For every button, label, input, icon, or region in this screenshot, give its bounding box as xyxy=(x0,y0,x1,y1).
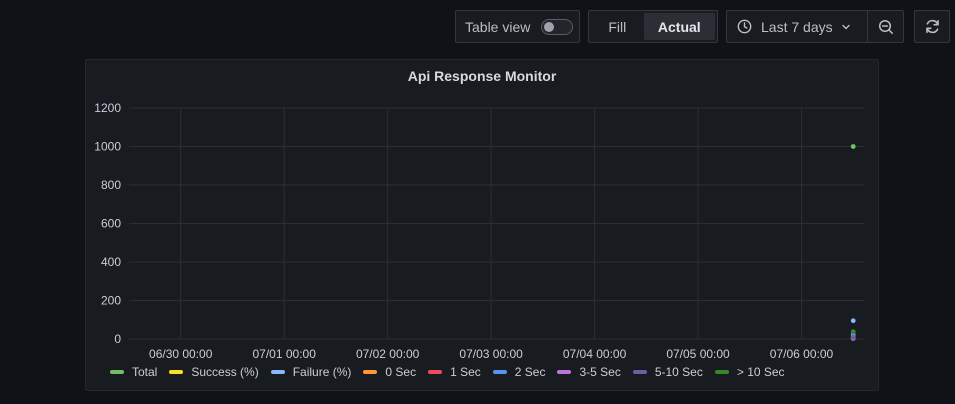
legend-item[interactable]: 5-10 Sec xyxy=(632,365,703,379)
data-point xyxy=(850,335,856,340)
refresh-icon xyxy=(924,18,941,35)
legend-label: Total xyxy=(132,365,158,379)
legend-swatch xyxy=(557,370,572,374)
legend-swatch xyxy=(714,370,729,374)
legend-item[interactable]: > 10 Sec xyxy=(714,365,785,379)
legend-swatch xyxy=(270,370,285,374)
y-tick-label: 1200 xyxy=(94,101,121,115)
legend-label: 3-5 Sec xyxy=(579,365,621,379)
clock-icon xyxy=(737,19,752,34)
legend-item[interactable]: 3-5 Sec xyxy=(557,365,621,379)
timeseries-chart[interactable]: 0 200 400 600 800 1000 1200 06/30 00:00 07/01 00… xyxy=(86,60,878,360)
x-tick-label: 07/02 00:00 xyxy=(356,347,420,360)
time-range-label: Last 7 days xyxy=(761,18,833,35)
y-tick-label: 1000 xyxy=(94,140,121,154)
time-range-picker[interactable]: Last 7 days xyxy=(726,10,868,43)
chart-legend: Total Success (%) Failure (%) 0 Sec 1 Sec 2 S… xyxy=(110,365,797,379)
zoom-out-icon xyxy=(878,19,894,35)
x-tick-label: 06/30 00:00 xyxy=(149,347,213,360)
legend-swatch xyxy=(110,370,124,374)
legend-item[interactable]: 2 Sec xyxy=(492,365,546,379)
legend-item[interactable]: Failure (%) xyxy=(270,365,352,379)
legend-label: > 10 Sec xyxy=(736,365,785,379)
panel-title: Api Response Monitor xyxy=(407,68,557,84)
legend-item[interactable]: Success (%) xyxy=(169,365,259,379)
legend-label: Success (%) xyxy=(191,365,259,379)
legend-item[interactable]: 0 Sec xyxy=(363,365,416,379)
switch-knob xyxy=(544,21,555,32)
legend-swatch xyxy=(428,370,443,374)
table-view-switch[interactable] xyxy=(541,18,574,35)
legend-label: 5-10 Sec xyxy=(654,365,703,379)
fill-mode-radio-group: Fill Actual xyxy=(588,10,718,43)
y-tick-label: 200 xyxy=(101,294,121,308)
legend-swatch xyxy=(632,370,647,374)
data-point xyxy=(850,144,856,149)
x-tick-label: 07/04 00:00 xyxy=(563,347,627,360)
chevron-down-icon xyxy=(841,22,851,32)
x-tick-label: 07/03 00:00 xyxy=(459,347,523,360)
data-point xyxy=(850,329,856,335)
y-tick-label: 600 xyxy=(101,217,121,231)
data-point xyxy=(850,318,856,324)
x-tick-label: 07/06 00:00 xyxy=(770,347,834,360)
table-view-toggle[interactable]: Table view xyxy=(455,10,580,43)
refresh-button[interactable] xyxy=(914,10,950,43)
actual-button[interactable]: Actual xyxy=(643,13,715,40)
legend-swatch xyxy=(169,370,184,374)
zoom-out-button[interactable] xyxy=(867,10,904,43)
legend-label: Failure (%) xyxy=(292,365,352,379)
y-tick-label: 400 xyxy=(101,255,121,269)
legend-swatch xyxy=(363,370,378,374)
fill-button[interactable]: Fill xyxy=(608,18,627,35)
legend-item[interactable]: Total xyxy=(110,365,157,379)
legend-label: 1 Sec xyxy=(450,365,481,379)
legend-swatch xyxy=(492,370,507,374)
table-view-label: Table view xyxy=(465,18,531,35)
x-tick-label: 07/05 00:00 xyxy=(666,347,730,360)
y-tick-label: 0 xyxy=(114,332,121,346)
legend-label: 2 Sec xyxy=(514,365,546,379)
legend-label: 0 Sec xyxy=(385,365,417,379)
x-tick-label: 07/01 00:00 xyxy=(252,347,316,360)
chart-panel: Api Response Monitor 0 200 400 600 800 1000 12… xyxy=(85,59,879,391)
y-tick-label: 800 xyxy=(101,178,121,192)
legend-item[interactable]: 1 Sec xyxy=(428,365,481,379)
